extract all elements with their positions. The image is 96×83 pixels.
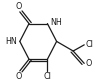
Text: O: O [16, 1, 22, 11]
Text: Cl: Cl [85, 40, 93, 49]
Text: O: O [16, 72, 22, 81]
Text: NH: NH [50, 18, 62, 27]
Text: HN: HN [5, 37, 17, 46]
Text: O: O [85, 59, 91, 68]
Text: Cl: Cl [43, 72, 51, 81]
